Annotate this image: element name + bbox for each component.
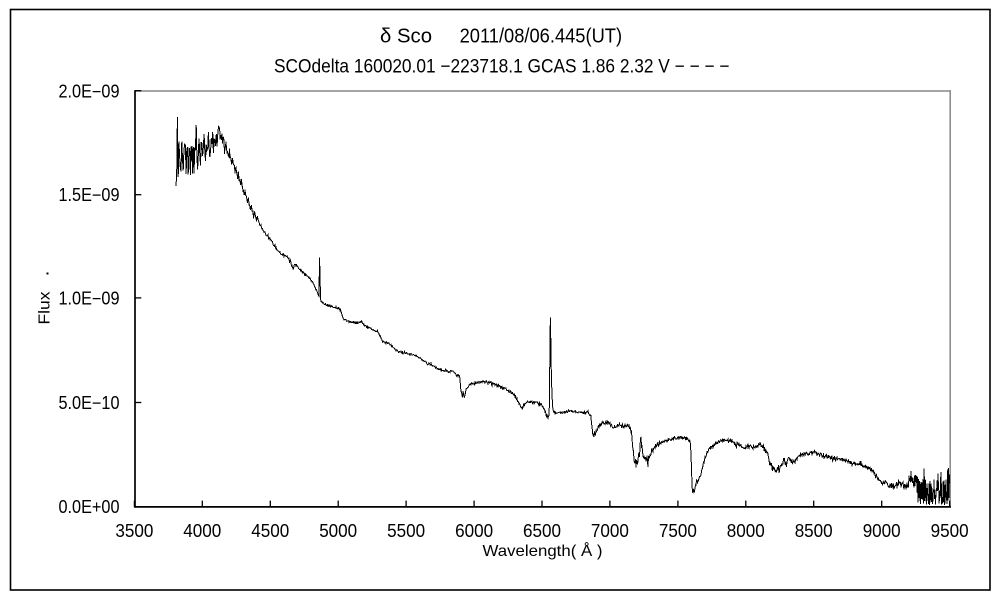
- svg-text:7000: 7000: [591, 521, 629, 541]
- svg-text:5500: 5500: [387, 521, 425, 541]
- svg-text:9000: 9000: [863, 521, 901, 541]
- svg-text:4000: 4000: [183, 521, 221, 541]
- svg-text:1.0E−09: 1.0E−09: [59, 288, 120, 308]
- svg-text:Flux: Flux: [37, 292, 54, 325]
- svg-text:1.5E−09: 1.5E−09: [59, 185, 120, 205]
- svg-text:5.0E−10: 5.0E−10: [59, 393, 120, 413]
- svg-text:SCOdelta 160020.01 −223718.1 G: SCOdelta 160020.01 −223718.1 GCAS 1.86 2…: [274, 57, 730, 78]
- svg-text:5000: 5000: [319, 521, 357, 541]
- svg-text:0.0E+00: 0.0E+00: [59, 497, 120, 517]
- svg-text:Wavelength( Å ): Wavelength( Å ): [483, 541, 603, 560]
- svg-text:6500: 6500: [523, 521, 561, 541]
- svg-text:7500: 7500: [659, 521, 697, 541]
- svg-text:8000: 8000: [727, 521, 765, 541]
- svg-text:2011/08/06.445(UT): 2011/08/06.445(UT): [460, 26, 622, 48]
- svg-text:6000: 6000: [455, 521, 493, 541]
- svg-text:2.0E−09: 2.0E−09: [59, 82, 120, 102]
- svg-text:3500: 3500: [115, 521, 153, 541]
- svg-text:4500: 4500: [251, 521, 289, 541]
- svg-text:9500: 9500: [931, 521, 969, 541]
- svg-text:δ Sco: δ Sco: [380, 26, 432, 48]
- svg-text:8500: 8500: [795, 521, 833, 541]
